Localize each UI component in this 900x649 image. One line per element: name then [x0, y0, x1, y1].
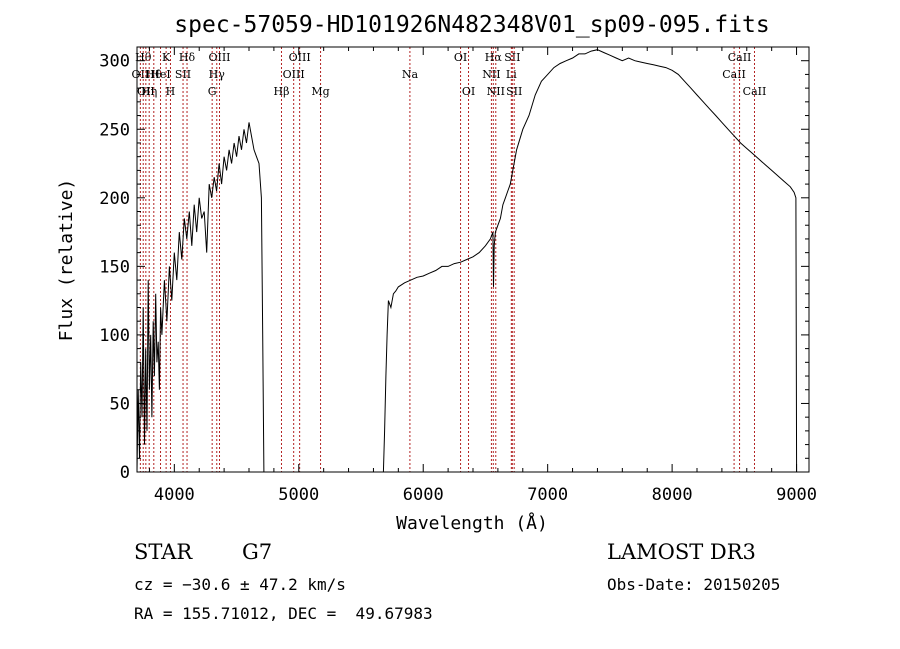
marker-label: SII: [175, 68, 191, 81]
obs-date-text: Obs-Date: 20150205: [607, 575, 781, 594]
redshift-text: cz = −30.6 ± 47.2 km/s: [134, 575, 346, 594]
marker-label: NII: [487, 85, 505, 98]
y-tick-label: 200: [99, 189, 130, 209]
marker-label: OIII: [208, 51, 230, 64]
marker-label: Hη: [141, 85, 157, 98]
marker-label: OIII: [283, 68, 305, 81]
y-tick-label: 0: [120, 463, 130, 483]
x-axis-label: Wavelength (Å): [396, 512, 548, 534]
marker-label: OIII: [289, 51, 311, 64]
x-axis-ticks: 4000 5000 6000 7000 8000 9000: [148, 47, 817, 505]
coordinates-text: RA = 155.71012, DEC = 49.67983: [134, 604, 433, 623]
y-tick-label: 50: [110, 394, 130, 414]
marker-label: G: [208, 85, 217, 98]
x-tick-label: 4000: [154, 485, 195, 505]
marker-label: CaII: [722, 68, 746, 81]
marker-label: K: [162, 51, 171, 64]
object-class: STAR: [134, 540, 193, 564]
y-tick-label: 300: [99, 52, 130, 72]
y-tick-label: 250: [99, 120, 130, 140]
marker-label: Hβ: [274, 85, 290, 98]
y-tick-label: 100: [99, 326, 130, 346]
marker-label: HeI: [150, 68, 170, 81]
x-tick-label: 7000: [527, 485, 568, 505]
x-tick-label: 6000: [403, 485, 444, 505]
marker-label: Li: [506, 68, 517, 81]
marker-label: SII: [506, 85, 522, 98]
marker-label: Na: [402, 68, 419, 81]
plot-frame: [136, 46, 810, 473]
marker-label: H: [166, 85, 176, 98]
marker-label: Hδ: [179, 51, 196, 64]
marker-label: CaII: [728, 51, 752, 64]
y-tick-label: 150: [99, 257, 130, 277]
marker-label: SII: [504, 51, 520, 64]
marker-label: NII: [482, 68, 500, 81]
object-subclass: G7: [242, 540, 273, 564]
marker-label: OI: [462, 85, 475, 98]
marker-label: OII: [137, 85, 155, 98]
marker-label: CaII: [743, 85, 767, 98]
marker-label: OI: [454, 51, 467, 64]
spectrum-line: [136, 49, 798, 473]
x-tick-label: 5000: [278, 485, 319, 505]
y-axis-label: Flux (relative): [56, 179, 77, 342]
survey-name: LAMOST DR3: [607, 540, 756, 564]
marker-label: Hγ: [209, 68, 226, 81]
chart-title: spec-57059-HD101926N482348V01_sp09-095.f…: [174, 12, 769, 38]
spectral-line-markers: OIIHθOIIHηHθHeIKHSIIHδGHγOIIIHβOIIIOIIIM…: [132, 47, 767, 472]
marker-label: Hθ: [146, 68, 163, 81]
y-axis-ticks: 0 50 100 150 200 250 300: [99, 52, 809, 483]
x-tick-label: 9000: [776, 485, 817, 505]
marker-label: Mg: [311, 85, 329, 98]
x-tick-label: 8000: [652, 485, 693, 505]
marker-label: Hα: [485, 51, 503, 64]
